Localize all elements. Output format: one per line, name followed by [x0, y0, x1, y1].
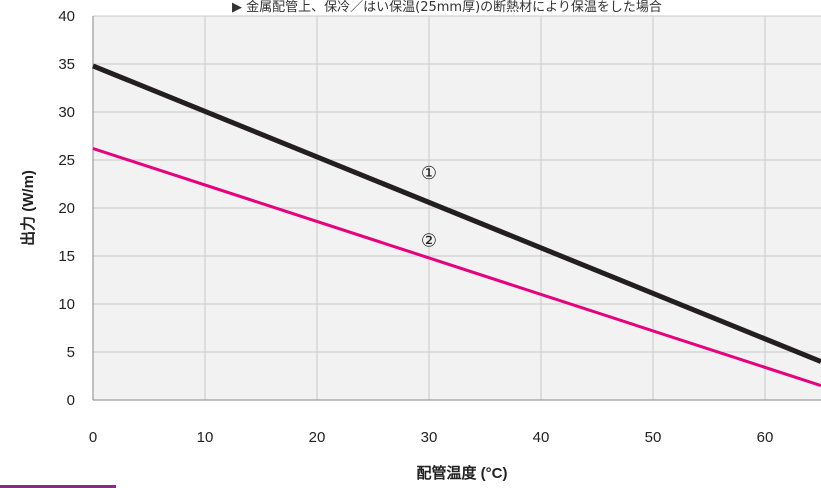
- y-axis-title: 出力 (W/m): [19, 170, 37, 246]
- y-tick-label: 15: [58, 248, 75, 265]
- y-tick-label: 35: [58, 56, 75, 73]
- x-tick-label: 40: [533, 429, 550, 446]
- x-tick-label: 10: [197, 429, 214, 446]
- y-tick-label: 30: [58, 104, 75, 121]
- x-axis-title: 配管温度 (°C): [417, 464, 508, 482]
- series-label-2: ②: [421, 230, 437, 251]
- accent-bar: [0, 485, 116, 488]
- y-tick-label: 20: [58, 200, 75, 217]
- x-tick-label: 60: [757, 429, 774, 446]
- y-tick-label: 5: [67, 344, 75, 361]
- y-tick-label: 10: [58, 296, 75, 313]
- y-tick-label: 0: [67, 392, 75, 409]
- top-note: ▶ 金属配管上、保冷／はい保温(25mm厚)の断熱材により保温をした場合: [232, 0, 662, 15]
- series-line-2: [92, 147, 821, 388]
- series-group: ①②: [92, 63, 821, 388]
- x-tick-label: 0: [89, 429, 97, 446]
- y-tick-label: 40: [58, 8, 75, 25]
- x-tick-label: 50: [645, 429, 662, 446]
- series-label-1: ①: [421, 163, 437, 184]
- series-line-1: [92, 63, 821, 364]
- tick-labels: 0 10 20 30 40 50 60 0 5 10 15 20 25 30 35 40: [58, 8, 773, 446]
- x-tick-label: 30: [421, 429, 438, 446]
- y-tick-label: 25: [58, 152, 75, 169]
- grid: [92, 15, 821, 401]
- x-tick-label: 20: [309, 429, 326, 446]
